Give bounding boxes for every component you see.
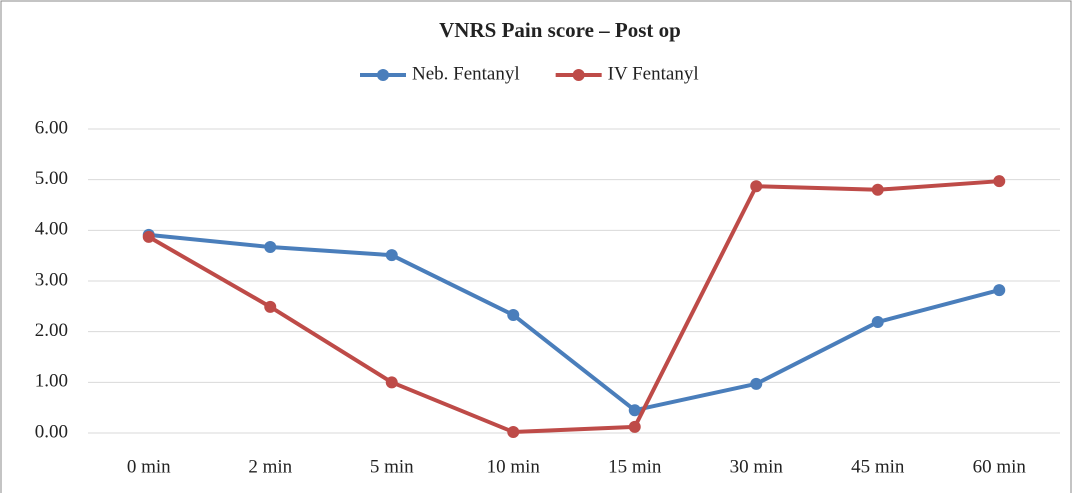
- x-tick-label: 5 min: [370, 456, 414, 477]
- y-tick-label: 5.00: [35, 168, 68, 189]
- x-tick-label: 45 min: [851, 456, 905, 477]
- legend-label: IV Fentanyl: [608, 63, 699, 84]
- data-point: [264, 241, 277, 254]
- y-tick-label: 6.00: [35, 117, 68, 138]
- data-point: [264, 300, 277, 313]
- x-tick-label: 10 min: [487, 456, 541, 477]
- y-tick-label: 4.00: [35, 219, 68, 240]
- data-point: [871, 183, 884, 196]
- x-tick-label: 60 min: [973, 456, 1027, 477]
- data-point: [507, 425, 520, 438]
- data-point: [993, 175, 1006, 188]
- series-line: [148, 232, 1000, 413]
- data-point: [142, 230, 155, 243]
- data-point: [628, 404, 641, 417]
- data-point: [750, 377, 763, 390]
- legend-label: Neb. Fentanyl: [412, 63, 520, 84]
- data-point: [993, 284, 1006, 297]
- data-point: [507, 308, 520, 321]
- y-tick-label: 0.00: [35, 421, 68, 442]
- legend-marker: [572, 69, 585, 81]
- y-tick-label: 1.00: [35, 371, 68, 392]
- legend-marker: [377, 69, 389, 81]
- data-point: [385, 376, 398, 389]
- series-line: [147, 179, 1000, 434]
- y-tick-label: 3.00: [35, 269, 68, 290]
- chart-title: VNRS Pain score – Post op: [439, 18, 681, 42]
- data-point: [871, 316, 884, 329]
- x-tick-label: 0 min: [127, 456, 171, 477]
- x-tick-label: 2 min: [248, 456, 292, 477]
- x-tick-label: 15 min: [608, 456, 662, 477]
- x-tick-label: 30 min: [730, 456, 784, 477]
- data-point: [385, 249, 398, 262]
- y-tick-label: 2.00: [35, 320, 68, 341]
- data-point: [628, 420, 641, 433]
- data-point: [750, 180, 763, 193]
